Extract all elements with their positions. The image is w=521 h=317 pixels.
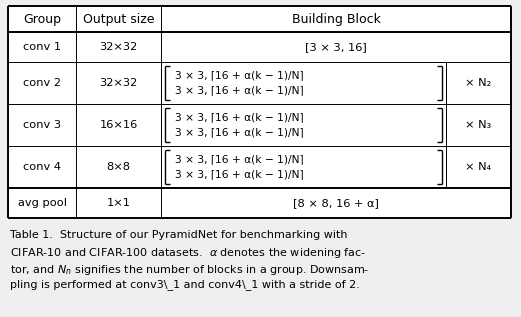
Text: conv 4: conv 4 xyxy=(23,162,61,172)
Text: 3 × 3, ⌈16 + α(k − 1)/N⌉: 3 × 3, ⌈16 + α(k − 1)/N⌉ xyxy=(175,86,304,95)
Text: pling is performed at conv3\_1 and conv4\_1 with a stride of 2.: pling is performed at conv3\_1 and conv4… xyxy=(10,280,360,290)
Text: 3 × 3, ⌈16 + α(k − 1)/N⌉: 3 × 3, ⌈16 + α(k − 1)/N⌉ xyxy=(175,154,304,165)
Text: tor, and $N_n$ signifies the number of blocks in a group. Downsam-: tor, and $N_n$ signifies the number of b… xyxy=(10,263,369,277)
Text: × N₃: × N₃ xyxy=(465,120,492,130)
Text: CIFAR-10 and CIFAR-100 datasets.  $\alpha$ denotes the widening fac-: CIFAR-10 and CIFAR-100 datasets. $\alpha… xyxy=(10,247,366,261)
Text: 8×8: 8×8 xyxy=(106,162,130,172)
Text: 3 × 3, ⌈16 + α(k − 1)/N⌉: 3 × 3, ⌈16 + α(k − 1)/N⌉ xyxy=(175,70,304,81)
Text: Building Block: Building Block xyxy=(292,12,380,25)
Text: conv 2: conv 2 xyxy=(23,78,61,88)
Text: 32×32: 32×32 xyxy=(100,78,138,88)
Text: 16×16: 16×16 xyxy=(100,120,138,130)
Text: Group: Group xyxy=(23,12,61,25)
Text: × N₄: × N₄ xyxy=(465,162,491,172)
Text: Output size: Output size xyxy=(83,12,154,25)
Bar xyxy=(8,6,511,218)
Text: 3 × 3, ⌈16 + α(k − 1)/N⌉: 3 × 3, ⌈16 + α(k − 1)/N⌉ xyxy=(175,170,304,179)
Text: [3 × 3, 16]: [3 × 3, 16] xyxy=(305,42,367,52)
Text: Table 1.  Structure of our PyramidNet for benchmarking with: Table 1. Structure of our PyramidNet for… xyxy=(10,230,348,240)
Text: conv 3: conv 3 xyxy=(23,120,61,130)
Text: 3 × 3, ⌈16 + α(k − 1)/N⌉: 3 × 3, ⌈16 + α(k − 1)/N⌉ xyxy=(175,127,304,138)
Text: 32×32: 32×32 xyxy=(100,42,138,52)
Text: [8 × 8, 16 + α]: [8 × 8, 16 + α] xyxy=(293,198,379,208)
Text: avg pool: avg pool xyxy=(18,198,67,208)
Text: conv 1: conv 1 xyxy=(23,42,61,52)
Text: 1×1: 1×1 xyxy=(106,198,130,208)
Text: 3 × 3, ⌈16 + α(k − 1)/N⌉: 3 × 3, ⌈16 + α(k − 1)/N⌉ xyxy=(175,113,304,122)
Text: × N₂: × N₂ xyxy=(465,78,492,88)
